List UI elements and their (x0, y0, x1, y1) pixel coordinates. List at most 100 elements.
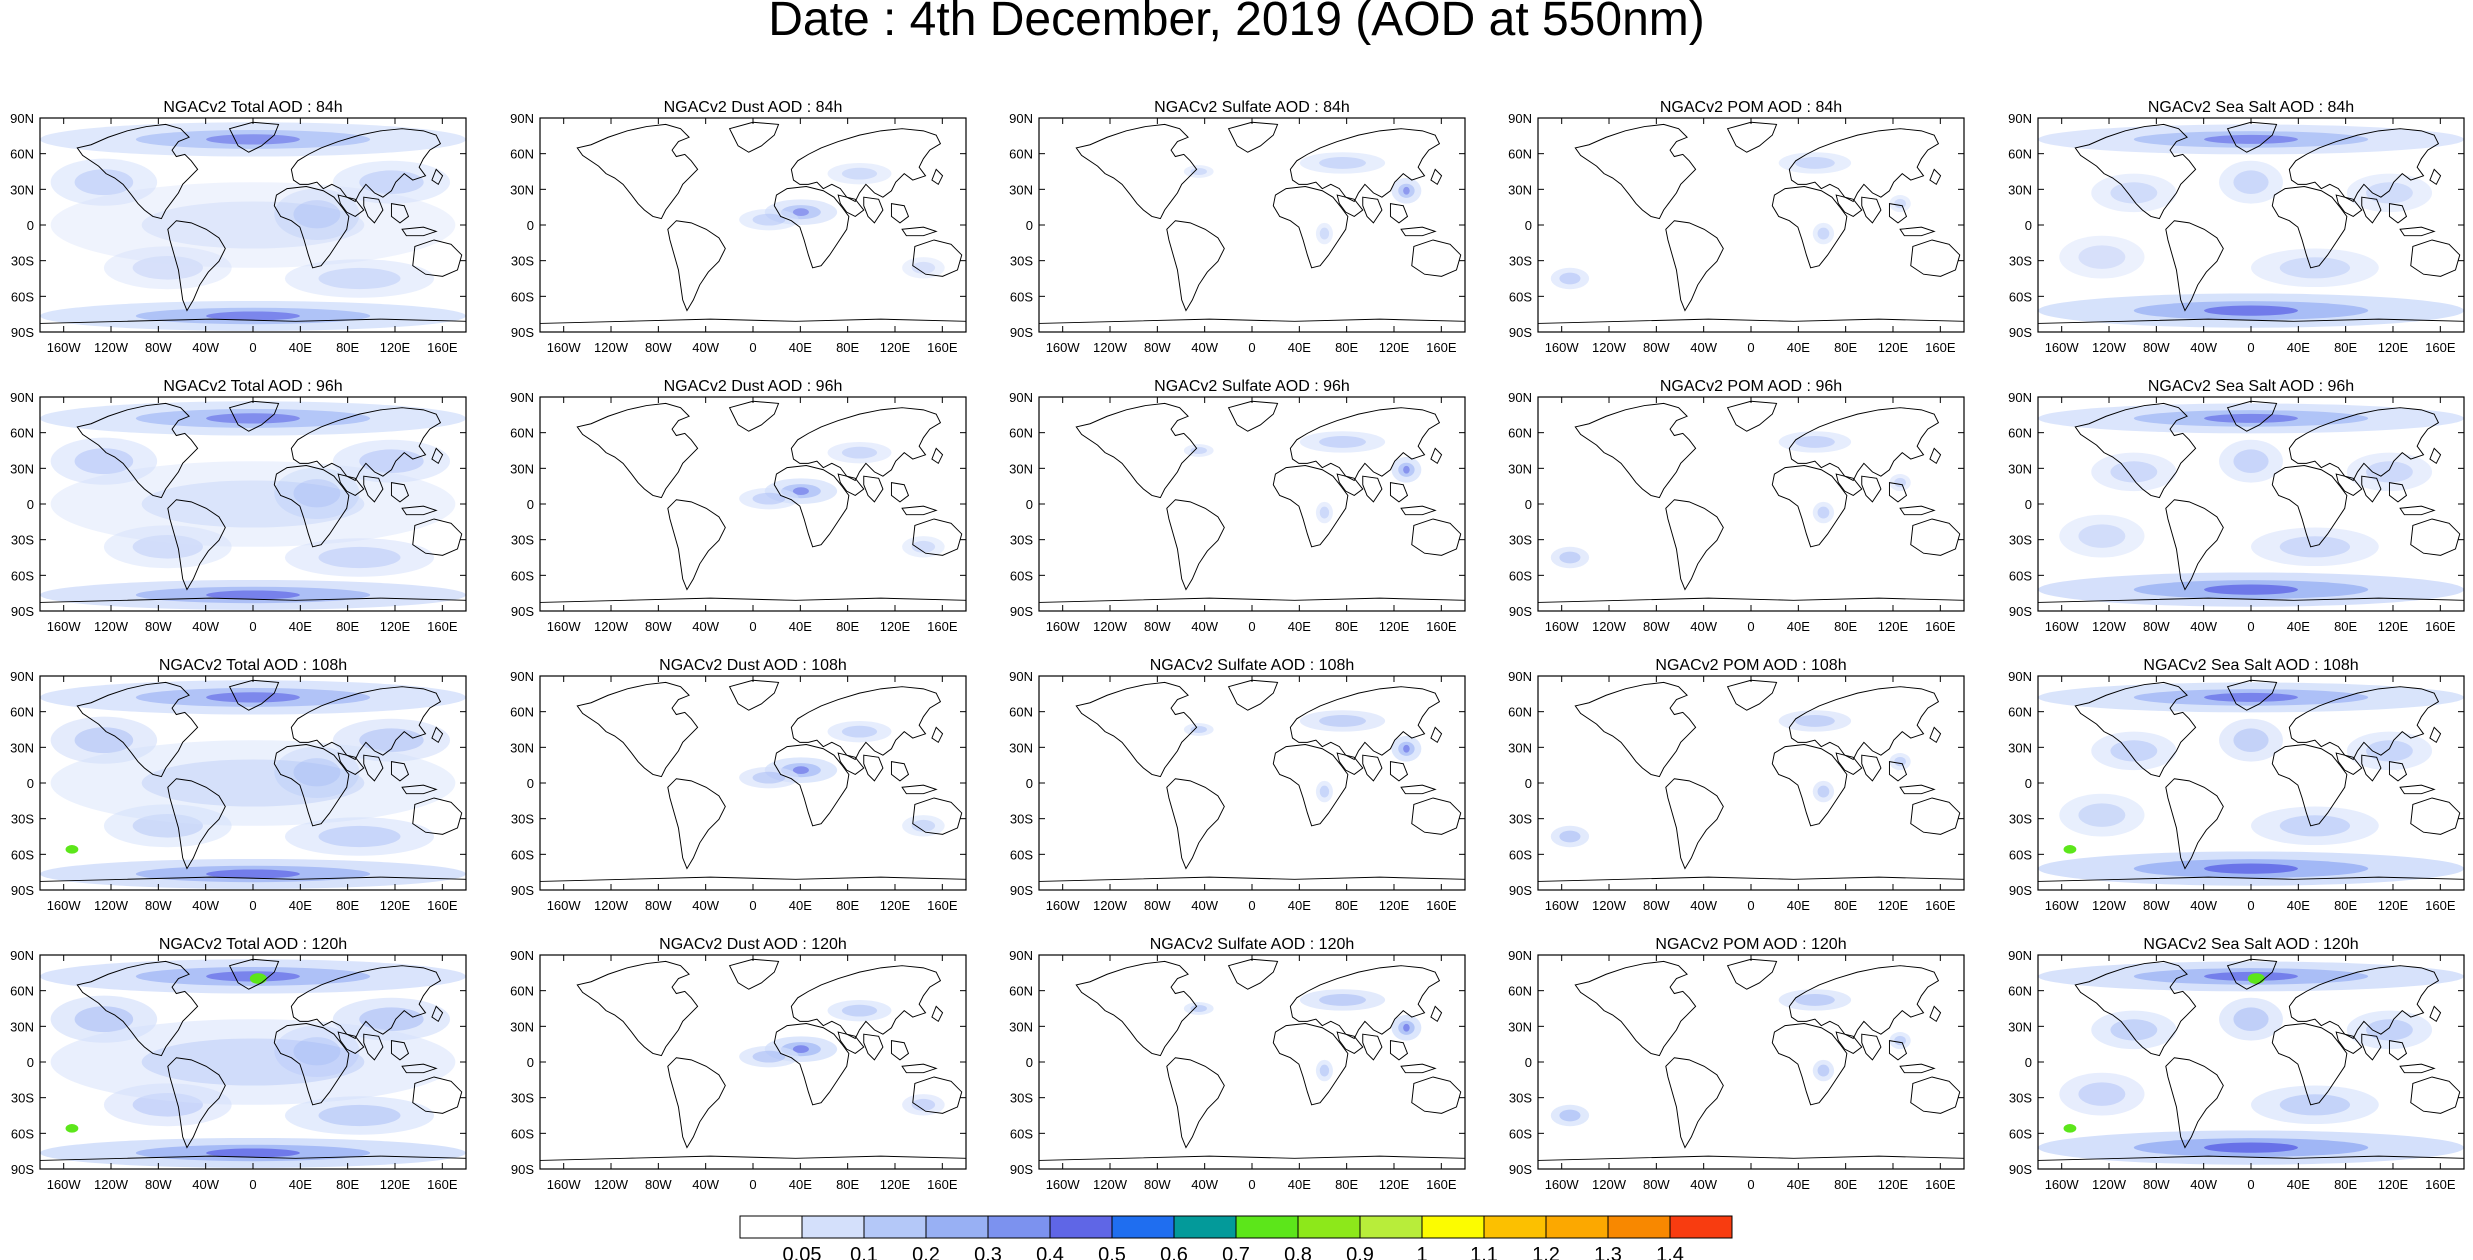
lat-tick-label: 90S (2009, 883, 2032, 898)
lon-tick-label: 40E (1787, 619, 1810, 634)
colorbar-swatch (1049, 1215, 1113, 1239)
lat-tick-label: 30S (1010, 812, 1033, 827)
lon-tick-label: 80E (1335, 898, 1358, 913)
lat-tick-label: 90S (11, 325, 34, 340)
colorbar-label: 1.4 (1656, 1244, 1684, 1260)
lat-tick-label: 30S (511, 533, 534, 548)
lon-tick-label: 80W (2143, 1177, 2170, 1192)
lon-tick-label: 0 (249, 619, 256, 634)
lon-tick-label: 120E (880, 1177, 911, 1192)
lat-tick-label: 60S (1010, 289, 1033, 304)
lon-tick-label: 160E (1925, 1177, 1956, 1192)
lat-tick-label: 60S (1010, 568, 1033, 583)
map-panel: NGACv2 POM AOD : 84h 90N 60N 30N 0 30S 60S 90S 1… (1508, 99, 1965, 355)
figure-title: Date : 4th December, 2019 (AOD at 550nm) (768, 0, 1705, 46)
colorbar-label: 0.5 (1098, 1244, 1126, 1260)
lon-tick-label: 0 (749, 898, 756, 913)
lon-tick-label: 40E (289, 1177, 312, 1192)
lat-tick-label: 60N (1508, 984, 1532, 999)
lat-tick-label: 30N (2008, 182, 2032, 197)
lat-tick-label: 0 (2025, 776, 2032, 791)
lon-tick-label: 40W (192, 340, 219, 355)
lon-tick-label: 120E (380, 619, 411, 634)
colorbar-label: 0.3 (974, 1244, 1002, 1260)
lon-tick-label: 160E (2425, 1177, 2456, 1192)
lon-tick-label: 160W (47, 340, 82, 355)
lat-tick-label: 90S (1010, 325, 1033, 340)
lat-tick-label: 90N (510, 948, 534, 963)
lat-tick-label: 30S (511, 812, 534, 827)
lat-tick-label: 90N (1009, 948, 1033, 963)
map-panel: NGACv2 Dust AOD : 120h 90N 60N 30N 0 30S 60S 90… (510, 936, 967, 1192)
lon-tick-label: 160W (547, 898, 582, 913)
lon-tick-label: 160W (547, 619, 582, 634)
lat-tick-label: 90N (2008, 669, 2032, 684)
map-panel: NGACv2 Sulfate AOD : 120h 90N 60N 30N 0 30S 60… (1009, 936, 1466, 1192)
lat-tick-label: 30S (1010, 1091, 1033, 1106)
lon-tick-label: 160W (1545, 898, 1580, 913)
lat-tick-label: 30S (11, 1091, 34, 1106)
lon-tick-label: 80E (2334, 1177, 2357, 1192)
lon-tick-label: 160W (2045, 1177, 2080, 1192)
lat-tick-label: 30N (2008, 461, 2032, 476)
lon-tick-label: 160E (1925, 898, 1956, 913)
lon-tick-label: 160W (1046, 340, 1081, 355)
lon-tick-label: 120W (2092, 898, 2127, 913)
lat-tick-label: 0 (27, 218, 34, 233)
lon-tick-label: 160W (1046, 1177, 1081, 1192)
colorbar-swatch (1173, 1215, 1237, 1239)
lon-tick-label: 80E (1834, 340, 1857, 355)
lon-tick-label: 160E (2425, 898, 2456, 913)
lat-tick-label: 60S (2009, 568, 2032, 583)
map-field (2037, 676, 2465, 891)
lon-tick-label: 120W (1592, 340, 1627, 355)
lon-tick-label: 0 (249, 340, 256, 355)
panel-title: NGACv2 POM AOD : 120h (1655, 936, 1846, 953)
map-panel: NGACv2 POM AOD : 120h 90N 60N 30N 0 30S 60S 90S… (1508, 936, 1965, 1192)
map-field (1038, 397, 1466, 612)
lon-tick-label: 120W (594, 1177, 629, 1192)
lat-tick-label: 90N (10, 390, 34, 405)
lat-tick-label: 60N (10, 984, 34, 999)
lat-tick-label: 30S (1010, 533, 1033, 548)
map-field (1038, 676, 1466, 891)
lon-tick-label: 80E (1335, 619, 1358, 634)
lon-tick-label: 40W (2190, 1177, 2217, 1192)
lon-tick-label: 120E (1878, 1177, 1909, 1192)
map-panel: NGACv2 Dust AOD : 96h 90N 60N 30N 0 30S 60S 90S… (510, 378, 967, 634)
lon-tick-label: 120W (1093, 340, 1128, 355)
lon-tick-label: 120W (1592, 619, 1627, 634)
lon-tick-label: 160E (927, 619, 958, 634)
panel-title: NGACv2 POM AOD : 96h (1660, 378, 1842, 395)
lon-tick-label: 120E (380, 898, 411, 913)
lat-tick-label: 0 (527, 497, 534, 512)
lon-tick-label: 40E (789, 1177, 812, 1192)
lon-tick-label: 120E (880, 619, 911, 634)
map-field (2037, 955, 2465, 1170)
lat-tick-label: 60S (1509, 289, 1532, 304)
lon-tick-label: 80W (1144, 898, 1171, 913)
colorbar-swatch (1235, 1215, 1299, 1239)
lat-tick-label: 30N (1508, 461, 1532, 476)
map-field (1537, 955, 1965, 1170)
lon-tick-label: 80E (336, 898, 359, 913)
lon-tick-label: 0 (1747, 1177, 1754, 1192)
lat-tick-label: 90S (511, 883, 534, 898)
lon-tick-label: 120W (594, 340, 629, 355)
map-panel: NGACv2 Sea Salt AOD : 120h 90N 60N 30N 0 30S 6… (2008, 936, 2465, 1192)
lon-tick-label: 80E (1335, 340, 1358, 355)
lat-tick-label: 30S (2009, 254, 2032, 269)
panel-title: NGACv2 Sulfate AOD : 108h (1150, 657, 1355, 674)
map-field (539, 676, 967, 891)
lon-tick-label: 40W (1191, 619, 1218, 634)
lon-tick-label: 80E (2334, 340, 2357, 355)
lon-tick-label: 120E (2378, 619, 2409, 634)
lon-tick-label: 40W (2190, 898, 2217, 913)
lon-tick-label: 0 (1248, 619, 1255, 634)
lat-tick-label: 90N (10, 111, 34, 126)
lon-tick-label: 80W (1643, 1177, 1670, 1192)
lon-tick-label: 40E (1288, 898, 1311, 913)
colorbar-swatch (987, 1215, 1051, 1239)
lon-tick-label: 80W (145, 1177, 172, 1192)
lon-tick-label: 40E (1787, 898, 1810, 913)
